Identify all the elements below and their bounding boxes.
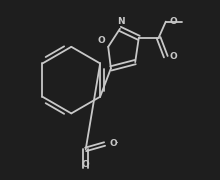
Text: O: O — [109, 140, 117, 148]
Text: O: O — [169, 17, 177, 26]
Text: O: O — [169, 52, 177, 61]
Text: ·: · — [115, 137, 119, 150]
Text: O: O — [82, 160, 90, 169]
Text: O: O — [98, 36, 106, 45]
Text: N: N — [117, 17, 125, 26]
